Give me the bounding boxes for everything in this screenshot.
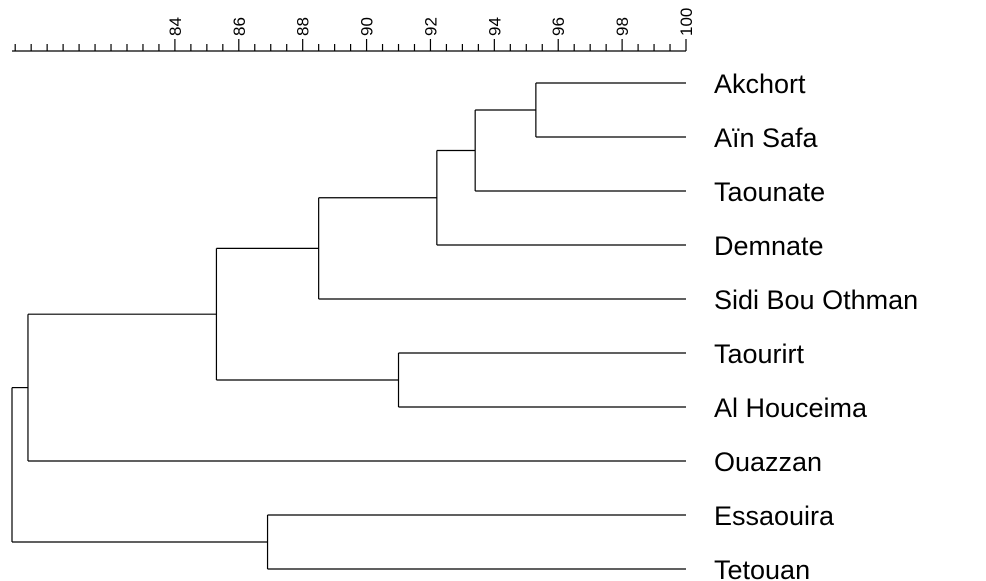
axis-tick-label: 96 [549, 17, 568, 36]
leaf-label: Essaouira [714, 501, 835, 531]
axis-tick-label: 100 [677, 8, 696, 36]
leaf-label: Demnate [714, 231, 824, 261]
leaf-label: Taourirt [714, 339, 805, 369]
axis-tick-label: 90 [358, 17, 377, 36]
axis-tick-label: 86 [230, 17, 249, 36]
axis-tick-label: 94 [485, 17, 504, 36]
leaf-label: Al Houceima [714, 393, 868, 423]
leaf-label: Tetouan [714, 555, 810, 581]
leaf-label: Akchort [714, 69, 806, 99]
leaf-label: Aïn Safa [714, 123, 819, 153]
leaf-label: Ouazzan [714, 447, 822, 477]
axis-tick-label: 84 [166, 17, 185, 36]
axis-tick-label: 92 [421, 17, 440, 36]
leaf-label: Taounate [714, 177, 825, 207]
leaf-label: Sidi Bou Othman [714, 285, 918, 315]
similarity-axis: 84 86 88 90 92 94 96 98 100 [12, 8, 696, 52]
dendrogram-tree [11, 82, 686, 570]
leaf-labels: Akchort Aïn Safa Taounate Demnate Sidi Bou O… [714, 69, 918, 581]
axis-tick-label: 98 [613, 17, 632, 36]
axis-tick-label: 88 [294, 17, 313, 36]
